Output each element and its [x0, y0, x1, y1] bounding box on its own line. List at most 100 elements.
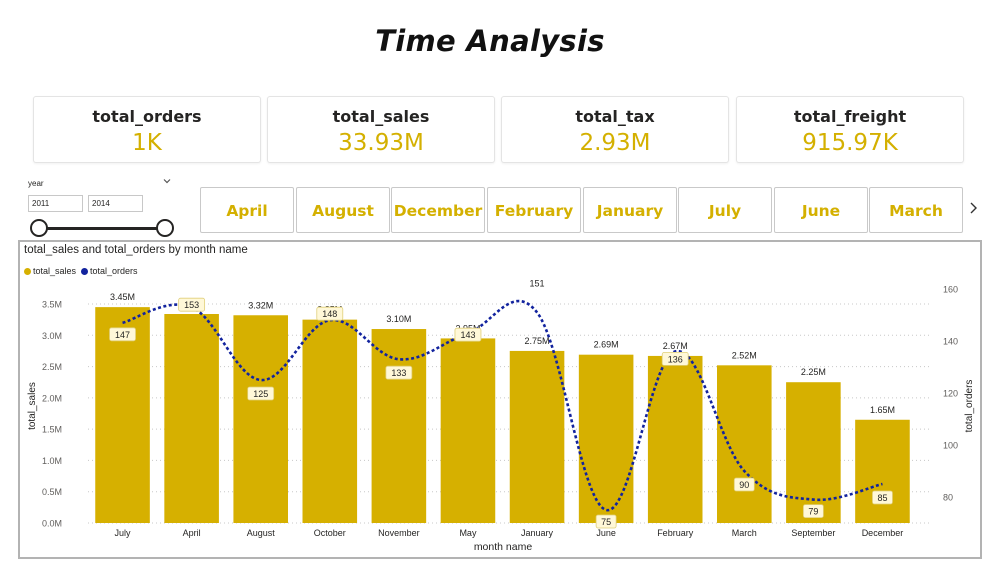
bar-data-label: 3.45M: [110, 292, 135, 302]
year-slicer: year: [28, 176, 178, 238]
x-tick-label: January: [521, 528, 554, 538]
line-data-label-box: [178, 297, 206, 312]
line-data-label: 133: [391, 368, 406, 378]
y-tick-label: 1.5M: [42, 425, 62, 435]
kpi-card-total-sales: total_sales 33.93M: [267, 96, 495, 163]
year-to-input[interactable]: [88, 195, 143, 212]
month-button-february[interactable]: February: [487, 187, 581, 233]
chevron-down-icon[interactable]: [162, 176, 172, 186]
y-tick-label: 0.0M: [42, 519, 62, 529]
bar-data-label: 2.69M: [594, 340, 619, 350]
legend-item-total-orders[interactable]: total_orders: [81, 266, 138, 276]
line-data-label: 79: [808, 507, 818, 517]
line-data-label: 85: [877, 493, 887, 503]
y-tick-label: 3.0M: [42, 331, 62, 341]
kpi-label: total_freight: [793, 107, 907, 126]
line-data-label-box: [247, 386, 275, 401]
month-button-july[interactable]: July: [678, 187, 772, 233]
legend-dot-icon: [81, 267, 89, 275]
bar: [509, 350, 565, 523]
bar-data-label: 2.67M: [663, 341, 688, 351]
kpi-label: total_sales: [332, 107, 430, 126]
line-data-label: 125: [253, 389, 268, 399]
line-data-label: 143: [460, 330, 475, 340]
month-button-april[interactable]: April: [200, 187, 294, 233]
year-from-input[interactable]: [28, 195, 83, 212]
y2-tick-label: 120: [943, 389, 958, 399]
kpi-card-total-tax: total_tax 2.93M: [501, 96, 729, 163]
line-data-label: 90: [739, 480, 749, 490]
year-slider-end-handle[interactable]: [156, 219, 174, 237]
month-button-march[interactable]: March: [869, 187, 963, 233]
bar: [855, 419, 910, 523]
bar: [302, 319, 358, 523]
y-tick-label: 1.0M: [42, 456, 62, 466]
y-tick-label: 0.5M: [42, 487, 62, 497]
x-tick-label: November: [378, 528, 420, 538]
kpi-value: 33.93M: [338, 130, 424, 156]
line-data-label-box: [109, 327, 136, 342]
line-data-label: 147: [115, 330, 130, 340]
bar-data-label: 3.32M: [248, 300, 273, 310]
legend-dot-icon: [24, 267, 31, 275]
y-tick-label: 2.0M: [42, 393, 62, 403]
kpi-card-total-orders: total_orders 1K: [33, 96, 261, 163]
bar-data-label: 1.65M: [870, 405, 895, 415]
line-data-label: 151: [530, 278, 545, 288]
legend-label: total_orders: [90, 266, 138, 276]
chevron-right-icon[interactable]: [966, 200, 980, 220]
kpi-label: total_tax: [575, 107, 655, 126]
legend-item-total-sales[interactable]: total_sales: [24, 266, 76, 276]
y-tick-label: 3.5M: [42, 300, 62, 310]
line-data-label-box: [385, 365, 413, 380]
y2-tick-label: 160: [943, 285, 958, 295]
y2-tick-label: 100: [943, 441, 958, 451]
legend-label: total_sales: [33, 266, 77, 276]
x-tick-label: September: [791, 528, 835, 538]
x-tick-label: July: [115, 528, 132, 538]
y2-axis-title: total_orders: [964, 380, 975, 433]
line-data-label: 148: [322, 309, 337, 319]
y-tick-label: 2.5M: [42, 362, 62, 372]
month-button-january[interactable]: January: [583, 187, 677, 233]
line-data-label: 153: [184, 300, 199, 310]
month-button-august[interactable]: August: [296, 187, 390, 233]
chart-title: total_sales and total_orders by month na…: [24, 244, 248, 256]
bar: [440, 338, 496, 523]
line-series-total-orders: [122, 299, 883, 512]
line-data-label-box: [872, 490, 893, 505]
kpi-value: 1K: [132, 130, 162, 156]
x-tick-label: October: [314, 528, 346, 538]
kpi-label: total_orders: [92, 107, 202, 126]
chart-legend: total_sales total_orders: [24, 266, 138, 276]
kpi-card-total-freight: total_freight 915.97K: [736, 96, 964, 163]
month-button-june[interactable]: June: [774, 187, 868, 233]
year-slider-track[interactable]: [38, 227, 166, 230]
slicer-title: year: [28, 179, 44, 188]
bar-data-label: 2.75M: [525, 336, 550, 346]
line-data-label-box: [733, 477, 755, 492]
bar-data-label: 2.25M: [801, 367, 826, 377]
bar: [647, 355, 703, 523]
line-data-label-box: [661, 351, 689, 366]
bar: [578, 354, 634, 523]
bar: [786, 382, 841, 523]
year-slider-start-handle[interactable]: [30, 219, 48, 237]
x-tick-label: February: [657, 528, 694, 538]
x-axis-title: month name: [474, 541, 533, 553]
x-tick-label: April: [183, 528, 201, 538]
x-tick-label: March: [732, 528, 757, 538]
bar-data-label: 3.10M: [386, 314, 411, 324]
bar: [164, 314, 219, 523]
line-data-label: 75: [601, 517, 611, 527]
line-data-label-box: [454, 327, 482, 342]
page-title: Time Analysis: [375, 24, 605, 58]
bar: [233, 315, 288, 523]
kpi-value: 2.93M: [579, 130, 651, 156]
y2-tick-label: 140: [943, 337, 958, 347]
month-button-december[interactable]: December: [391, 187, 485, 233]
bar: [717, 365, 772, 523]
kpi-value: 915.97K: [802, 130, 898, 156]
x-tick-label: May: [459, 528, 477, 538]
